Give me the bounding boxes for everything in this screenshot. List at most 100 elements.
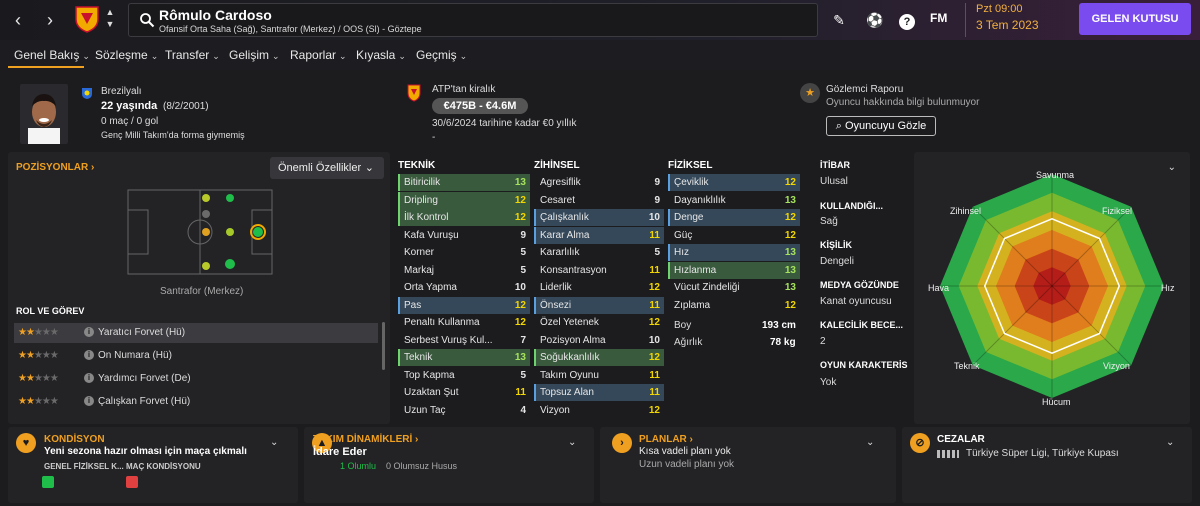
attribute-row[interactable]: Dayanıklılık 13 <box>668 192 800 209</box>
attribute-row[interactable]: Vizyon 12 <box>534 402 664 419</box>
positions-title[interactable]: POZİSYONLAR › <box>16 162 95 173</box>
attribute-name: Özel Yetenek <box>540 317 599 328</box>
attribute-row[interactable]: Özel Yetenek 12 <box>534 314 664 331</box>
club-badge-icon[interactable] <box>72 4 102 34</box>
info-icon[interactable]: i <box>84 350 94 360</box>
player-search-box[interactable]: Rômulo Cardoso Ofansif Orta Saha (Sağ), … <box>128 3 818 37</box>
attribute-row[interactable]: Top Kapma 5 <box>398 367 530 384</box>
inbox-button[interactable]: GELEN KUTUSU <box>1079 3 1191 35</box>
menu-transfer[interactable]: Transfer ⌄ <box>165 48 220 62</box>
attribute-row[interactable]: Cesaret 9 <box>534 192 664 209</box>
attribute-row[interactable]: Teknik 13 <box>398 349 530 366</box>
attribute-value: 11 <box>649 264 660 276</box>
attribute-row[interactable]: Korner 5 <box>398 244 530 261</box>
plans-title[interactable]: PLANLAR › <box>639 434 693 445</box>
forward-arrow-icon[interactable]: › <box>47 10 53 30</box>
attribute-value: 11 <box>515 387 526 398</box>
player-name: Rômulo Cardoso <box>159 7 272 23</box>
attribute-row[interactable]: Uzun Taç 4 <box>398 402 530 419</box>
key-attributes-dropdown[interactable]: Önemli Özellikler ⌄ <box>270 157 384 179</box>
role-row[interactable]: ★★★★★ i On Numara (Hü) <box>14 346 378 366</box>
attribute-row[interactable]: Çalışkanlık 10 <box>534 209 664 226</box>
attribute-row[interactable]: Vücut Zindeliği 13 <box>668 279 800 296</box>
attribute-row[interactable]: Orta Yapma 10 <box>398 279 530 296</box>
condition-card[interactable] <box>8 427 298 503</box>
menu-contract[interactable]: Sözleşme ⌄ <box>95 48 159 62</box>
attribute-row[interactable]: Markaj 5 <box>398 262 530 279</box>
info-icon[interactable]: i <box>84 327 94 337</box>
attribute-row[interactable]: Konsantrasyon 11 <box>534 262 664 279</box>
attribute-row[interactable]: Uzaktan Şut 11 <box>398 384 530 401</box>
dynamics-title[interactable]: TAKIM DİNAMİKLERİ › <box>313 434 419 445</box>
attribute-row[interactable]: Çeviklik 12 <box>668 174 800 191</box>
attribute-value: 12 <box>648 317 660 328</box>
attribute-row[interactable]: Kararlılık 5 <box>534 244 664 261</box>
roles-scrollbar[interactable] <box>382 322 385 370</box>
attribute-row[interactable]: Kafa Vuruşu 9 <box>398 227 530 244</box>
attribute-row[interactable]: Güç 12 <box>668 227 800 244</box>
attribute-row[interactable]: Hızlanma 13 <box>668 261 800 279</box>
football-icon[interactable]: ⚽ <box>866 12 884 28</box>
attribute-name: Uzaktan Şut <box>404 387 459 398</box>
radar-label-defence: Savunma <box>1036 170 1075 180</box>
menu-overview[interactable]: Genel Bakış ⌄ <box>14 48 90 62</box>
date-display[interactable]: Pzt 09:00 3 Tem 2023 <box>965 3 1061 37</box>
chevron-down-icon[interactable]: ⌄ <box>1166 437 1175 448</box>
national-team-icon <box>82 88 92 99</box>
reputation-value: Ulusal <box>820 176 848 187</box>
attribute-row[interactable]: Penaltı Kullanma 12 <box>398 314 530 331</box>
attribute-name: Hız <box>674 247 689 258</box>
bans-card[interactable] <box>902 427 1192 503</box>
menu-history[interactable]: Geçmiş ⌄ <box>416 48 468 62</box>
radar-label-vision: Vizyon <box>1103 361 1130 371</box>
attribute-name: Konsantrasyon <box>540 264 607 276</box>
plans-sub: Uzun vadeli planı yok <box>639 459 735 470</box>
role-row[interactable]: ★★★★★ i Yardımcı Forvet (De) <box>14 369 378 389</box>
radar-label-physical: Fiziksel <box>1102 206 1133 216</box>
team-dynamics-card[interactable] <box>304 427 594 503</box>
attribute-row[interactable]: Karar Alma 11 <box>534 226 664 244</box>
attribute-row[interactable]: Pas 12 <box>398 296 530 314</box>
attribute-name: Denge <box>674 212 704 223</box>
attribute-highlight-marker <box>398 209 400 226</box>
attribute-row[interactable]: Serbest Vuruş Kul... 7 <box>398 332 530 349</box>
attribute-row[interactable]: Soğukkanlılık 12 <box>534 349 664 366</box>
attribute-row[interactable]: Önsezi 11 <box>534 296 664 314</box>
attribute-row[interactable]: Takım Oyunu 11 <box>534 367 664 384</box>
attribute-value: 5 <box>520 247 526 258</box>
attribute-row[interactable]: Dripling 12 <box>398 191 530 209</box>
radar-axis <box>1051 285 1132 366</box>
attribute-row[interactable]: Liderlik 12 <box>534 279 664 296</box>
attribute-row[interactable]: Denge 12 <box>668 209 800 226</box>
chevron-down-icon[interactable]: ⌄ <box>866 437 875 448</box>
menu-development[interactable]: Gelişim ⌄ <box>229 48 280 62</box>
role-row[interactable]: ★★★★★ i Yaratıcı Forvet (Hü) <box>14 323 378 343</box>
attribute-row[interactable]: İlk Kontrol 12 <box>398 209 530 226</box>
attribute-value: 12 <box>514 194 526 206</box>
attribute-row[interactable]: Topsuz Alan 11 <box>534 384 664 401</box>
player-value[interactable]: €475B - €4.6M <box>432 98 528 114</box>
help-icon[interactable]: ? <box>896 9 918 31</box>
up-down-icon[interactable]: ▲ ▼ <box>105 7 115 29</box>
dynamics-main: İdare Eder <box>313 446 367 458</box>
info-icon[interactable]: i <box>84 373 94 383</box>
attribute-row[interactable]: Pozisyon Alma 10 <box>534 332 664 349</box>
role-row[interactable]: ★★★★★ i Çalışkan Forvet (Hü) <box>14 392 378 412</box>
technical-title: TEKNİK <box>398 160 436 171</box>
chevron-down-icon[interactable]: ⌄ <box>1167 162 1176 173</box>
fm-logo[interactable]: FM <box>930 11 948 25</box>
menu-reports[interactable]: Raporlar ⌄ <box>290 48 347 62</box>
scout-player-button[interactable]: ⌕ Oyuncuyu Gözle <box>826 116 936 136</box>
chevron-down-icon[interactable]: ⌄ <box>568 437 577 448</box>
scout-title: Gözlemci Raporu <box>826 84 904 95</box>
menu-compare[interactable]: Kıyasla ⌄ <box>356 48 406 62</box>
attribute-row[interactable]: Agresiflik 9 <box>534 174 664 191</box>
plans-card[interactable] <box>600 427 896 503</box>
chevron-down-icon[interactable]: ⌄ <box>270 437 279 448</box>
attribute-row[interactable]: Zıplama 12 <box>668 297 800 314</box>
attribute-row[interactable]: Hız 13 <box>668 244 800 261</box>
back-arrow-icon[interactable]: ‹ <box>15 10 21 30</box>
info-icon[interactable]: i <box>84 396 94 406</box>
edit-icon[interactable]: ✎ <box>833 12 845 28</box>
attribute-row[interactable]: Bitiricilik 13 <box>398 174 530 191</box>
